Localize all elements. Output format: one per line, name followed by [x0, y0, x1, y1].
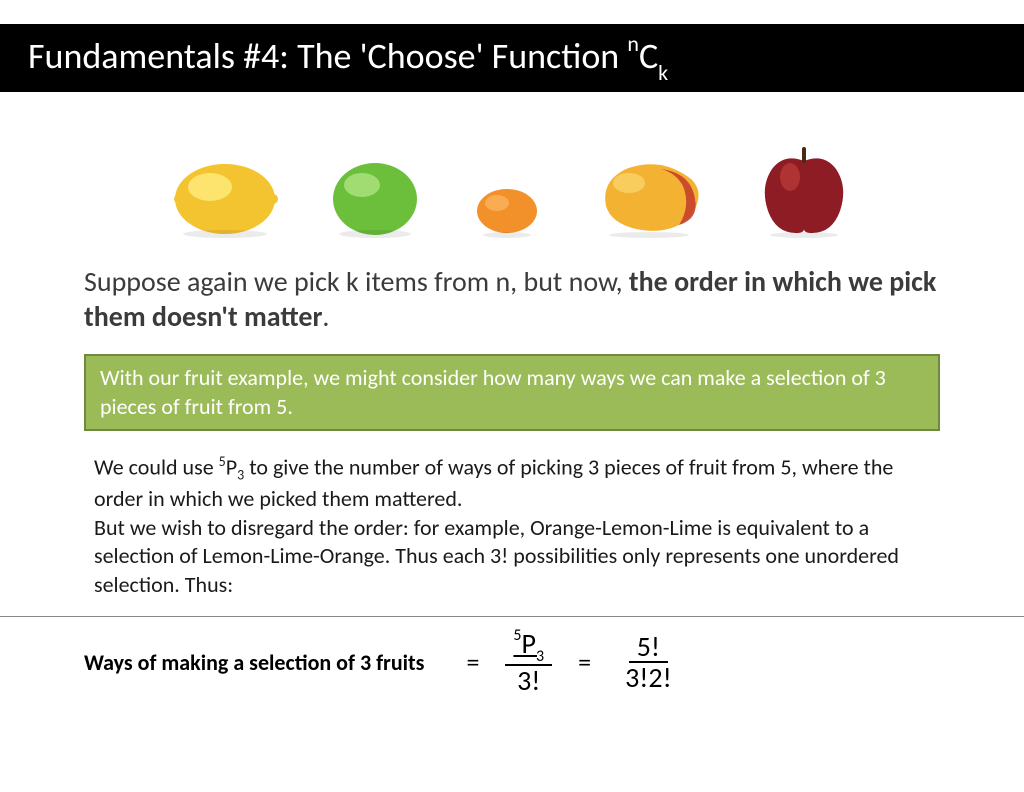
frac1-sup: 5	[513, 626, 521, 645]
example-callout-box: With our fruit example, we might conside…	[84, 354, 940, 431]
fraction-permutation: 5P3 3!	[505, 629, 552, 696]
body-p1-base: P	[226, 454, 237, 481]
intro-part1: Suppose again we pick k items from n, bu…	[84, 264, 629, 299]
explanation-text: We could use 5P3 to give the number of w…	[0, 453, 1024, 599]
fraction-factorial: 5! 3!2!	[617, 632, 680, 693]
frac2-numerator: 5!	[629, 632, 668, 663]
body-p2: But we wish to disregard the order: for …	[94, 514, 899, 598]
slide-title: Fundamentals #4: The 'Choose' Function n…	[0, 24, 1024, 92]
kumquat-icon	[471, 181, 543, 244]
frac1-denominator: 3!	[509, 666, 548, 695]
body-p1a: We could use	[94, 454, 219, 481]
equals-sign-2: =	[578, 646, 591, 678]
frac1-sub: 3	[536, 647, 544, 666]
apple-icon	[754, 139, 854, 244]
title-prefix: Fundamentals #4: The 'Choose' Function	[28, 34, 627, 78]
equals-sign-1: =	[466, 646, 479, 678]
lime-icon	[328, 149, 423, 244]
intro-paragraph: Suppose again we pick k items from n, bu…	[0, 264, 1024, 334]
title-sup-n: n	[627, 30, 639, 57]
lemon-icon	[170, 149, 280, 244]
example-callout-text: With our fruit example, we might conside…	[100, 364, 886, 420]
intro-part2: .	[322, 299, 329, 334]
body-p1-sup: 5	[219, 453, 226, 470]
frac1-numerator: 5P3	[505, 629, 552, 666]
formula-row: Ways of making a selection of 3 fruits =…	[0, 617, 1024, 696]
mango-icon	[591, 151, 706, 244]
fruit-illustration-row	[0, 124, 1024, 244]
frac1-base: P	[522, 626, 536, 661]
formula-label: Ways of making a selection of 3 fruits	[84, 649, 424, 676]
title-sub-k: k	[658, 59, 668, 86]
frac2-denominator: 3!2!	[617, 663, 680, 692]
title-base-c: C	[639, 34, 658, 78]
